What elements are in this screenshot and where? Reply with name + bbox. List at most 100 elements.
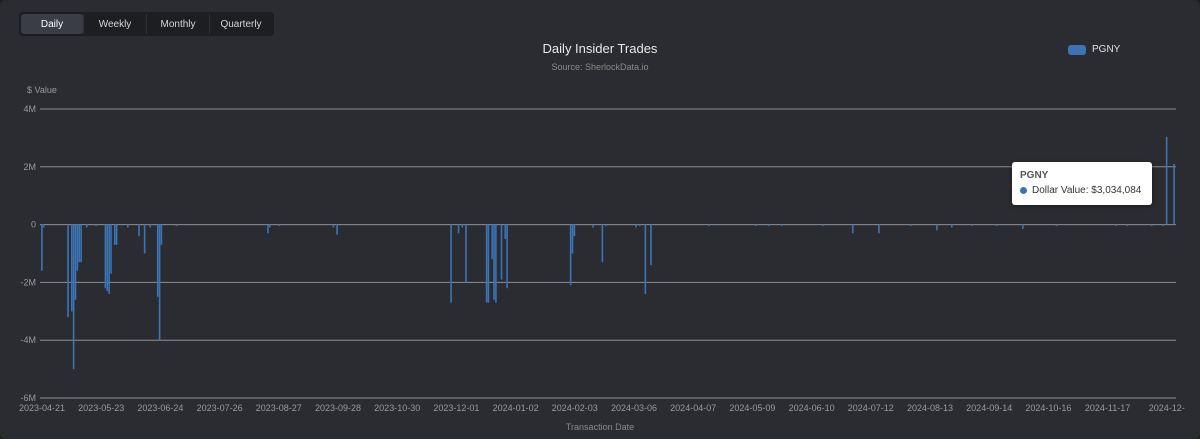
- bar[interactable]: [495, 224, 497, 303]
- bar[interactable]: [971, 224, 974, 227]
- bar[interactable]: [138, 224, 140, 237]
- bar[interactable]: [76, 224, 79, 271]
- bar[interactable]: [1126, 224, 1129, 227]
- bar[interactable]: [754, 224, 757, 227]
- bar[interactable]: [851, 224, 854, 234]
- tab-quarterly[interactable]: Quarterly: [209, 14, 272, 34]
- bar[interactable]: [106, 224, 109, 292]
- x-tick-labels: 2023-04-21 2023-05-23 2023-06-24 2023-07-26…: [19, 403, 1185, 413]
- x-tick-label: 2023-08-27: [256, 403, 302, 413]
- bar[interactable]: [708, 224, 710, 227]
- bar[interactable]: [461, 224, 464, 228]
- x-tick-label: 2023-06-24: [137, 403, 183, 413]
- bar[interactable]: [1165, 136, 1168, 225]
- bar[interactable]: [110, 224, 112, 274]
- legend-item-pgny[interactable]: PGNY: [1068, 44, 1120, 55]
- bar[interactable]: [72, 224, 75, 370]
- bar[interactable]: [1115, 224, 1118, 227]
- bar[interactable]: [332, 224, 335, 228]
- bar[interactable]: [113, 224, 116, 245]
- bar[interactable]: [143, 224, 146, 254]
- bar[interactable]: [70, 224, 73, 312]
- bar[interactable]: [506, 224, 508, 289]
- bar[interactable]: [78, 224, 81, 263]
- bar[interactable]: [644, 224, 647, 294]
- tab-monthly[interactable]: Monthly: [146, 14, 209, 34]
- bar[interactable]: [1055, 224, 1058, 227]
- bar[interactable]: [878, 224, 880, 234]
- bar[interactable]: [601, 224, 604, 263]
- bar[interactable]: [80, 224, 82, 263]
- x-tick-label: 2023-04-21: [19, 403, 65, 413]
- y-axis-label: $ Value: [27, 85, 57, 95]
- bar-series-pgny: [41, 136, 1175, 370]
- bar[interactable]: [491, 224, 493, 260]
- x-tick-label: 2023-12-01: [433, 403, 479, 413]
- bar[interactable]: [457, 224, 460, 234]
- bar[interactable]: [149, 224, 152, 228]
- bar[interactable]: [493, 224, 495, 300]
- bar[interactable]: [605, 224, 607, 227]
- bar[interactable]: [108, 224, 110, 294]
- bar[interactable]: [41, 224, 43, 271]
- bar[interactable]: [995, 224, 998, 227]
- y-tick-label: -2M: [21, 277, 37, 287]
- bar[interactable]: [573, 224, 576, 237]
- x-tick-label: 2023-10-30: [374, 403, 420, 413]
- bar[interactable]: [74, 224, 77, 300]
- bar[interactable]: [635, 224, 637, 228]
- y-tick-labels: 4M 2M 0 -2M -4M -6M: [21, 104, 37, 403]
- bar[interactable]: [267, 224, 269, 234]
- bar[interactable]: [156, 224, 159, 297]
- bar[interactable]: [650, 224, 652, 266]
- x-tick-label: 2024-08-13: [907, 403, 953, 413]
- period-tabs: Daily Weekly Monthly Quarterly: [19, 12, 274, 36]
- x-tick-label: 2024-03-06: [611, 403, 657, 413]
- bar[interactable]: [638, 224, 641, 227]
- bar[interactable]: [1021, 224, 1024, 229]
- bar[interactable]: [487, 224, 490, 303]
- bar[interactable]: [592, 224, 594, 228]
- tab-weekly[interactable]: Weekly: [83, 14, 146, 34]
- bar[interactable]: [780, 224, 783, 227]
- bar[interactable]: [936, 224, 938, 231]
- bar[interactable]: [569, 224, 572, 286]
- legend-label: PGNY: [1092, 44, 1121, 55]
- x-tick-label: 2024-01-02: [493, 403, 539, 413]
- bar[interactable]: [909, 224, 912, 227]
- bar[interactable]: [269, 224, 271, 228]
- bar[interactable]: [42, 224, 45, 228]
- bar[interactable]: [336, 224, 338, 235]
- x-tick-label: 2024-12-: [1149, 403, 1185, 413]
- bar[interactable]: [175, 224, 178, 227]
- bar[interactable]: [500, 224, 503, 280]
- bar[interactable]: [158, 224, 161, 341]
- bar[interactable]: [485, 224, 488, 303]
- bar[interactable]: [115, 224, 118, 245]
- tooltip-value: Dollar Value: $3,034,084: [1032, 185, 1142, 196]
- bar[interactable]: [767, 224, 770, 227]
- y-tick-label: 0: [31, 220, 36, 230]
- bar[interactable]: [571, 224, 574, 254]
- bar[interactable]: [1162, 224, 1164, 227]
- bar[interactable]: [67, 224, 69, 318]
- tooltip-series-dot: [1020, 187, 1027, 194]
- bar[interactable]: [504, 224, 507, 240]
- bar[interactable]: [85, 224, 88, 228]
- bar[interactable]: [950, 224, 953, 228]
- bar[interactable]: [822, 224, 824, 227]
- bar[interactable]: [95, 224, 97, 227]
- bar[interactable]: [1173, 163, 1175, 225]
- bar[interactable]: [104, 224, 107, 289]
- bar[interactable]: [160, 224, 163, 245]
- bar[interactable]: [465, 224, 467, 283]
- bar[interactable]: [127, 224, 129, 228]
- tooltip: PGNY Dollar Value: $3,034,084: [1012, 162, 1152, 205]
- bar[interactable]: [1150, 224, 1153, 227]
- bar[interactable]: [278, 224, 280, 227]
- bar[interactable]: [450, 224, 452, 303]
- x-tick-label: 2023-09-28: [315, 403, 361, 413]
- x-axis-label: Transaction Date: [565, 422, 635, 432]
- tab-daily[interactable]: Daily: [21, 14, 83, 34]
